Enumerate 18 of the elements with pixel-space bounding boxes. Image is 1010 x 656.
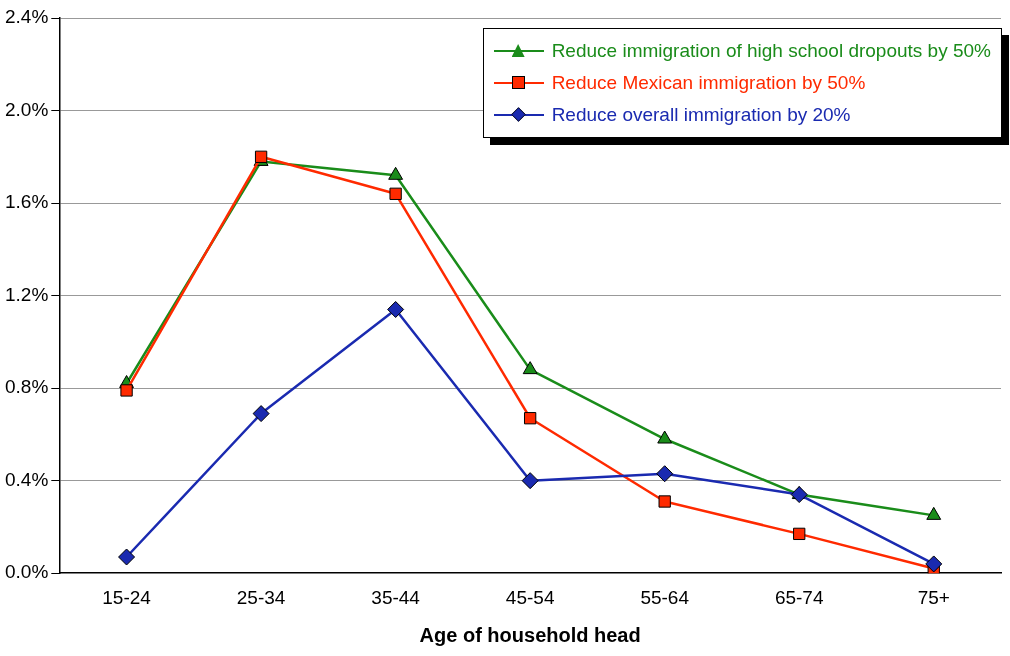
y-tick-label: 0.0% bbox=[4, 561, 49, 583]
x-tick-label: 15-24 bbox=[102, 586, 152, 608]
legend-label: Reduce Mexican immigration by 50% bbox=[551, 72, 866, 94]
x-tick-label: 45-54 bbox=[505, 586, 555, 608]
y-tick-label: 0.4% bbox=[4, 468, 49, 490]
x-tick-label: 75+ bbox=[917, 586, 950, 608]
x-tick-label: 35-44 bbox=[371, 586, 421, 608]
y-tick-label: 2.4% bbox=[4, 6, 49, 28]
y-tick-label: 1.6% bbox=[4, 191, 49, 213]
y-tick-label: 0.8% bbox=[4, 376, 49, 398]
legend-label: Reduce immigration of high school dropouts by 50% bbox=[551, 40, 991, 62]
legend-label: Reduce overall immigration by 20% bbox=[551, 104, 851, 126]
y-tick-label: 2.0% bbox=[4, 98, 49, 120]
x-tick-label: 25-34 bbox=[236, 586, 286, 608]
x-tick-label: 55-64 bbox=[640, 586, 690, 608]
x-tick-label: 65-74 bbox=[774, 586, 824, 608]
y-tick-label: 1.2% bbox=[4, 283, 49, 305]
x-axis-title: Age of household head bbox=[419, 623, 641, 646]
